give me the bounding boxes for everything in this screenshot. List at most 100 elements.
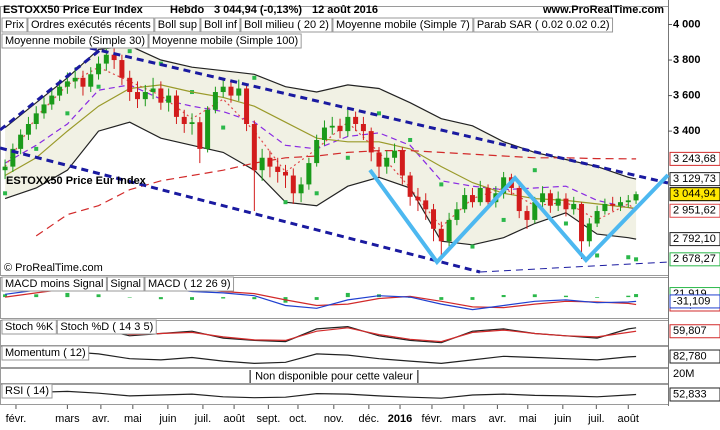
- candle-body: [555, 198, 561, 206]
- candle-body: [49, 95, 55, 105]
- candle-body: [477, 187, 483, 203]
- candle-body: [617, 202, 623, 206]
- watermark: ESTOXX50 Price Eur Index: [6, 175, 147, 187]
- trendline: [0, 48, 101, 132]
- legend-box: [1, 345, 90, 361]
- text-layer: ESTOXX50 Price Eur Index Hebdo 3 044,94 …: [1, 4, 720, 425]
- candle-body: [353, 116, 359, 125]
- legend-label: RSI ( 14): [5, 385, 49, 397]
- value-label-box: [669, 349, 720, 364]
- candle-body: [80, 77, 86, 87]
- sar-dot: [127, 49, 132, 54]
- candle-body: [212, 92, 218, 110]
- candle-body: [189, 122, 195, 125]
- candle-body: [259, 157, 265, 171]
- candle-body: [57, 86, 63, 96]
- legend-box: [56, 319, 157, 335]
- candle-body: [244, 88, 250, 125]
- candle-body: [501, 177, 507, 194]
- candle-body: [166, 95, 172, 103]
- candle-body: [462, 195, 468, 210]
- value-label: 52,833: [673, 388, 707, 400]
- legend-label: Boll sup: [158, 19, 197, 31]
- legend-label: Signal: [110, 278, 141, 290]
- candle-body: [298, 184, 304, 194]
- candle-body: [33, 113, 39, 125]
- histogram-bar: [314, 297, 319, 300]
- value-label: 3 243,68: [673, 153, 716, 165]
- value-label-box: [669, 252, 720, 267]
- value-label: 3 044,94: [673, 188, 716, 200]
- candle-body: [127, 77, 133, 93]
- trendline: [479, 261, 669, 273]
- legend-box: [148, 33, 302, 49]
- candle-body: [181, 116, 187, 125]
- candle-body: [431, 209, 437, 229]
- legend-label: Boll milieu ( 20 2): [244, 19, 329, 31]
- sar-dot: [470, 244, 475, 249]
- histogram-bar: [158, 297, 163, 300]
- candle-body: [579, 203, 585, 242]
- candle-body: [571, 203, 577, 210]
- site: www.ProRealTime.com: [542, 4, 664, 16]
- candle-body: [547, 193, 553, 206]
- x-tick-label: mars: [55, 413, 80, 425]
- legend-box: [144, 276, 235, 292]
- candle-body: [158, 88, 164, 103]
- legend-box: [332, 17, 474, 33]
- legend-box: [1, 319, 57, 335]
- candle-body: [173, 95, 179, 117]
- candle-body: [321, 127, 327, 140]
- histogram-bar: [190, 297, 195, 300]
- date: 12 août 2016: [312, 4, 378, 16]
- histogram-bar: [3, 294, 8, 298]
- x-tick-label: oct.: [289, 413, 307, 425]
- legend-label: Moyenne mobile (Simple 7): [336, 19, 470, 31]
- x-tick-label: nov.: [324, 413, 344, 425]
- legend-label: MACD moins Signal: [5, 278, 103, 290]
- candle-body: [337, 125, 343, 132]
- legend-box: [200, 17, 241, 33]
- candle-body: [540, 193, 546, 203]
- histogram-bar: [34, 294, 39, 298]
- histogram-bar: [345, 292, 350, 298]
- trendline: [0, 146, 481, 274]
- candle-body: [2, 166, 8, 171]
- candle-body: [423, 200, 429, 210]
- legend-label: Prix: [5, 19, 24, 31]
- x-tick-label: févr.: [6, 413, 27, 425]
- sar-dot: [314, 191, 319, 196]
- x-tick-label: juin: [158, 413, 176, 425]
- legend-box: [1, 383, 53, 399]
- sar-dot: [532, 168, 537, 173]
- candle-body: [103, 54, 109, 64]
- histogram-bar: [127, 297, 132, 298]
- candle-body: [438, 228, 444, 242]
- sar-dot: [501, 217, 506, 222]
- legend-label: MACD ( 12 26 9): [148, 278, 231, 290]
- sar-dot: [65, 111, 70, 116]
- sar-dot: [283, 200, 288, 205]
- candle-body: [283, 171, 289, 176]
- candle-body: [88, 74, 94, 87]
- candle-body: [368, 131, 374, 153]
- indicator-line: [4, 84, 637, 210]
- histogram-bar: [634, 294, 639, 298]
- legend-box: [106, 276, 145, 292]
- candle-body: [446, 219, 452, 242]
- candle-body: [142, 92, 148, 100]
- candle-body: [41, 104, 47, 114]
- legend-label: Parab SAR ( 0.02 0.02 0.2): [477, 19, 610, 31]
- candle-body: [602, 203, 608, 212]
- candle-body: [345, 116, 351, 132]
- x-tick-label: févr.: [422, 413, 443, 425]
- histogram-bar: [626, 295, 631, 298]
- y-tick-label: 3 600: [673, 89, 701, 101]
- value-label: 59,807: [673, 325, 707, 337]
- candle-body: [10, 148, 16, 167]
- legend-label: Moyenne mobile (Simple 100): [152, 35, 298, 47]
- candle-body: [119, 60, 125, 78]
- legend-box: [1, 17, 28, 33]
- instrument-title: ESTOXX50 Price Eur Index: [3, 4, 144, 16]
